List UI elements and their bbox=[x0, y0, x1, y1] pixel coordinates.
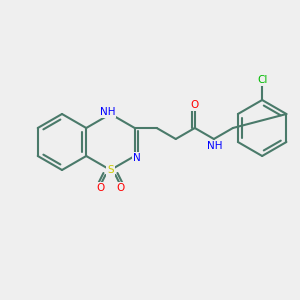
Text: O: O bbox=[116, 183, 124, 193]
Text: NH: NH bbox=[207, 141, 223, 151]
Text: O: O bbox=[96, 183, 105, 193]
Text: N: N bbox=[133, 153, 141, 163]
Text: Cl: Cl bbox=[257, 75, 267, 85]
Text: O: O bbox=[191, 100, 199, 110]
Text: S: S bbox=[107, 165, 114, 175]
Text: NH: NH bbox=[100, 107, 115, 117]
